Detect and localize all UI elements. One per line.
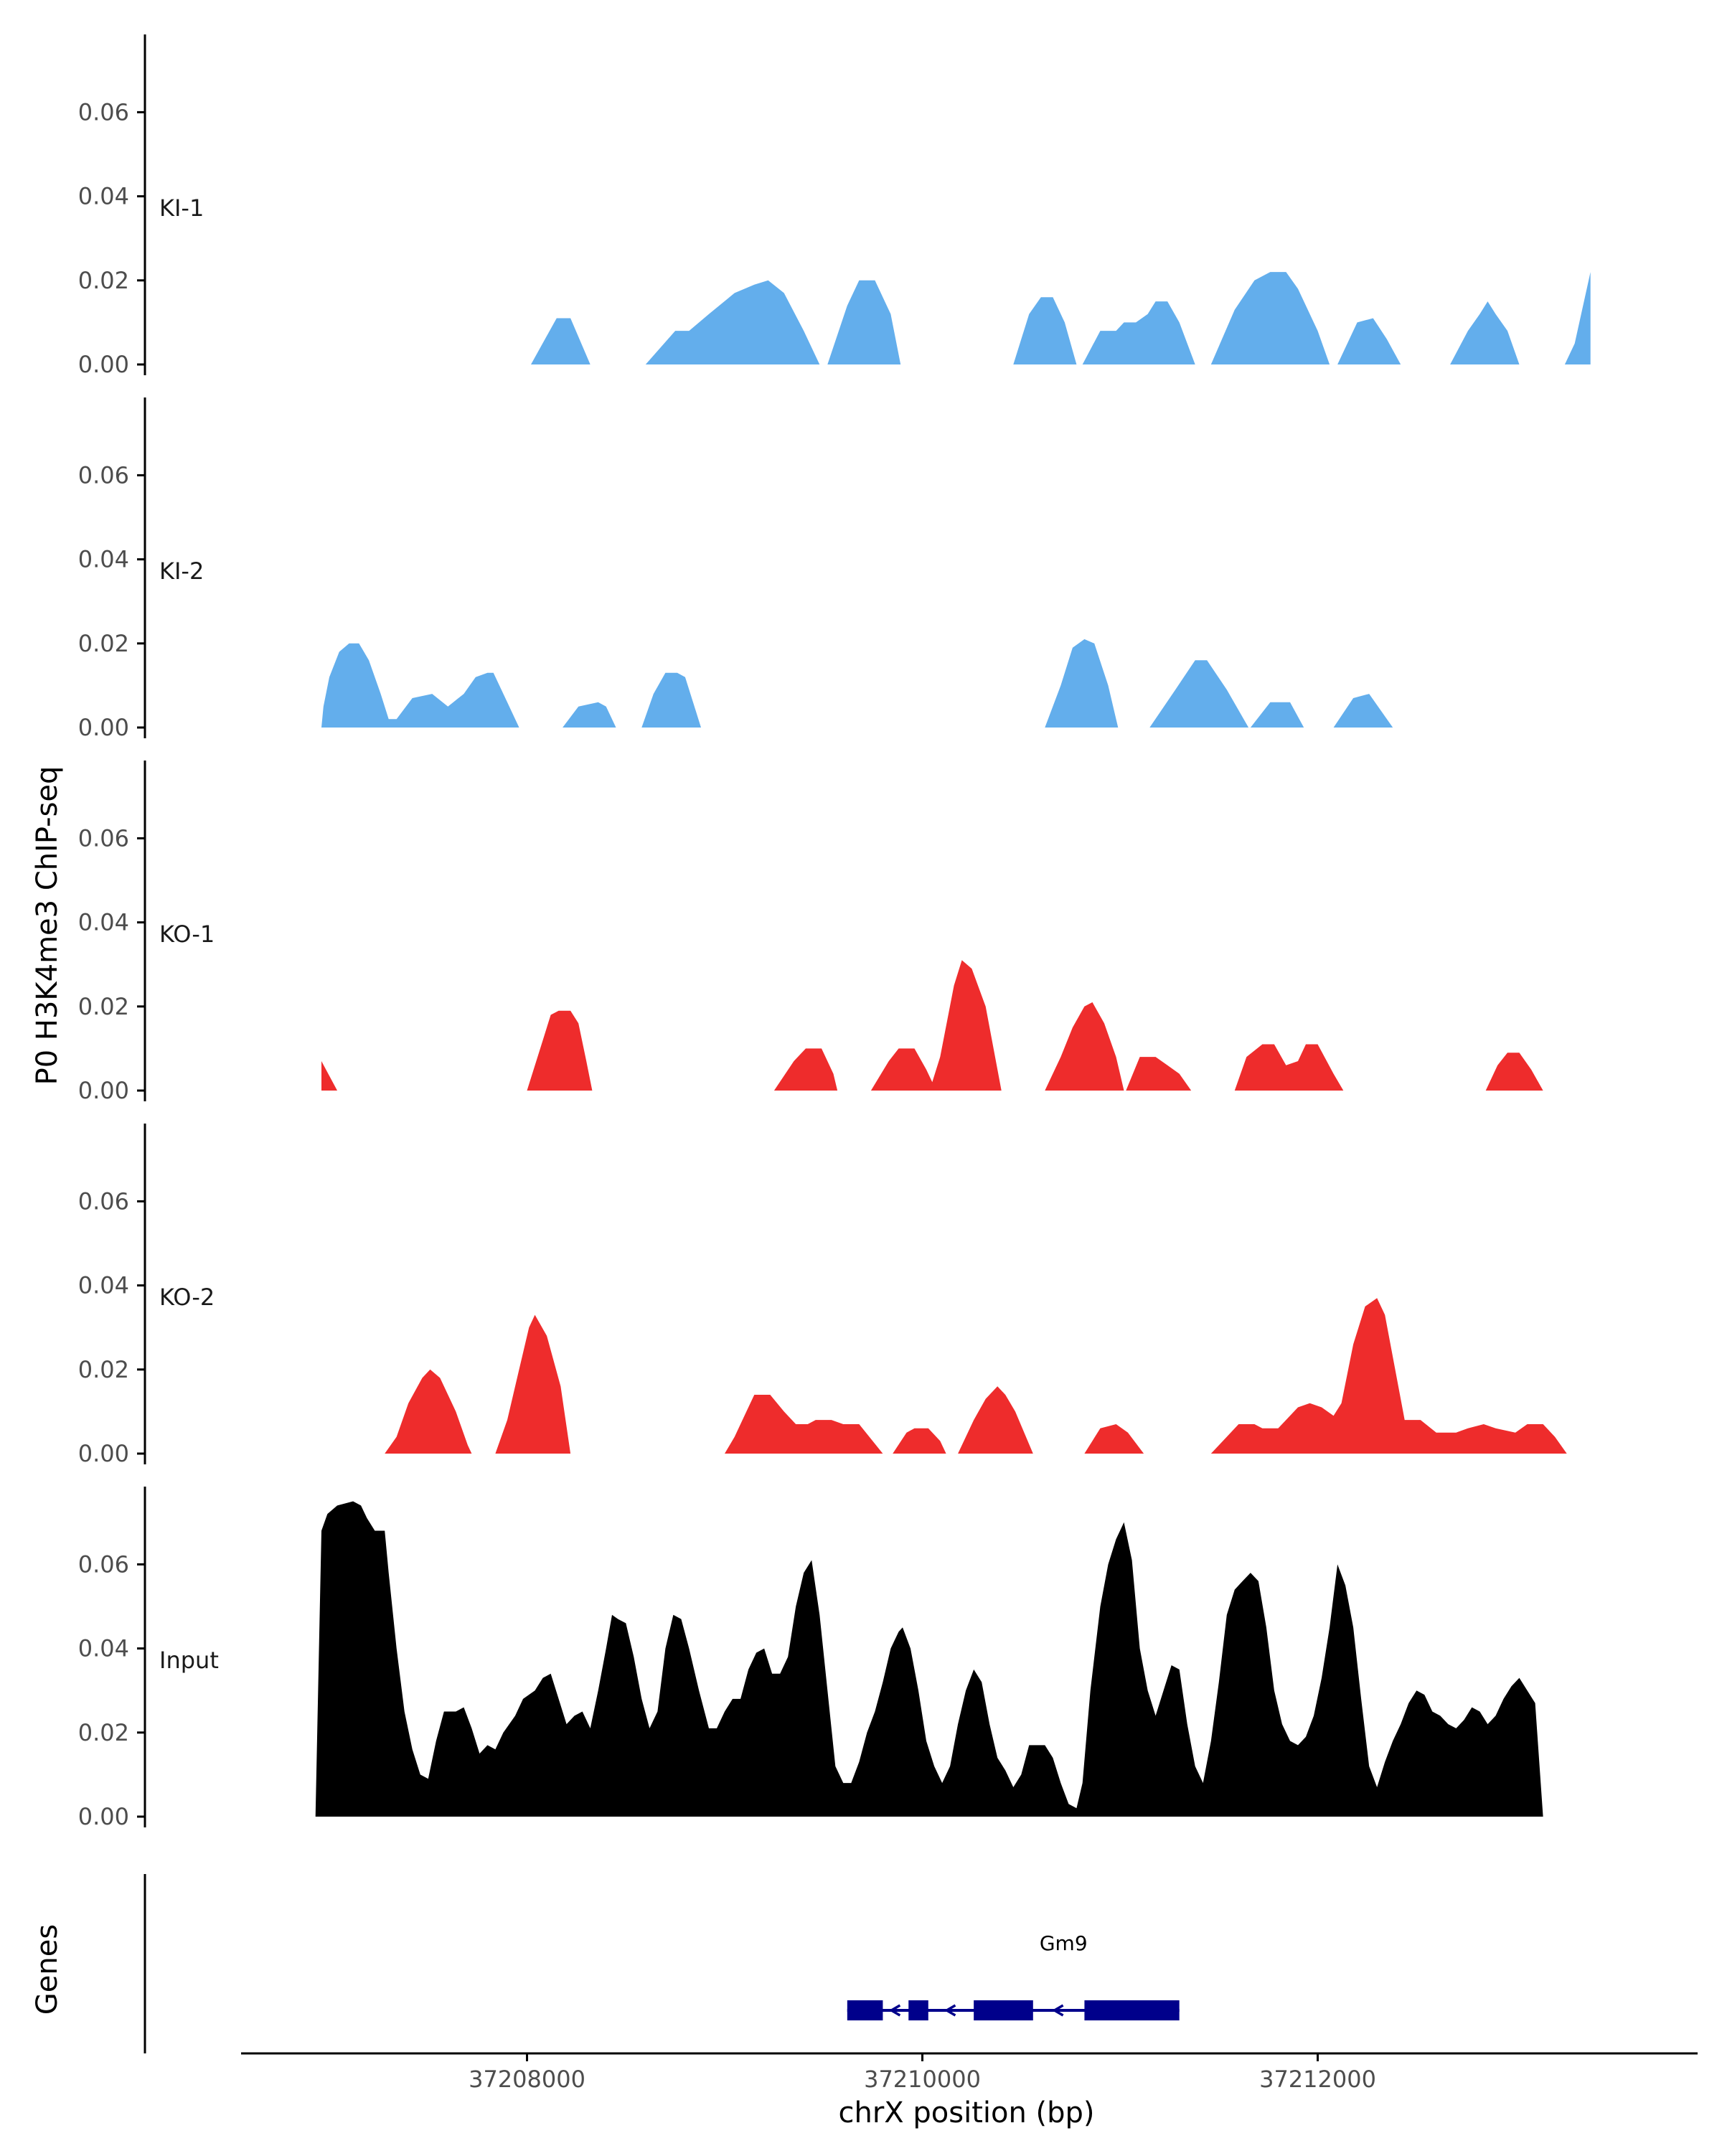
- track-ki-2: 0.00 0.02 0.04 0.06 KI-2: [78, 397, 1393, 741]
- y-tick-label: 0.06: [78, 824, 129, 852]
- signal-peak: [321, 1061, 337, 1091]
- signal-peak: [315, 1501, 1543, 1817]
- gene-gm9: Gm9: [847, 1931, 1180, 2020]
- strand-arrow: [944, 2004, 956, 2017]
- genes-layer: Gm9: [144, 1874, 1180, 2053]
- track-ki-1: 0.00 0.02 0.04 0.06 KI-1: [78, 34, 1591, 378]
- y-tick-label: 0.06: [78, 1550, 129, 1578]
- y-tick-label: 0.04: [78, 909, 129, 936]
- signal-peak: [1564, 272, 1591, 364]
- signal-peak: [1149, 660, 1249, 728]
- gene-name-label: Gm9: [1040, 1931, 1088, 1955]
- signal-peak: [321, 643, 519, 728]
- track-label: KO-2: [159, 1284, 215, 1311]
- y-tick-label: 0.02: [78, 1356, 129, 1383]
- signal-peak: [563, 702, 616, 728]
- y-tick-label: 0.00: [78, 714, 129, 741]
- y-tick-label: 0.00: [78, 1440, 129, 1467]
- signal-peak: [893, 1428, 946, 1454]
- signal-peak: [1045, 1002, 1124, 1091]
- signal-peak: [1250, 702, 1304, 728]
- gene-exon: [1084, 2000, 1180, 2020]
- y-tick-label: 0.06: [78, 1187, 129, 1215]
- track-ko-2: 0.00 0.02 0.04 0.06 KO-2: [78, 1124, 1567, 1467]
- genes-panel-label: Genes: [31, 1924, 64, 2015]
- signal-peak: [1045, 639, 1119, 728]
- signal-peak: [645, 280, 820, 364]
- y-tick-label: 0.04: [78, 1272, 129, 1299]
- signal-peak: [1210, 1298, 1567, 1454]
- signal-peak: [870, 960, 1002, 1091]
- signal-peak: [1450, 301, 1520, 364]
- y-tick-label: 0.02: [78, 630, 129, 657]
- x-tick-label: 37210000: [864, 2066, 981, 2093]
- signal-peak: [1210, 272, 1330, 364]
- gene-exon: [908, 2000, 928, 2020]
- signal-peak: [1084, 1424, 1144, 1454]
- y-tick-label: 0.00: [78, 351, 129, 378]
- y-axis-label: P0 H3K4me3 ChIP-seq: [31, 766, 64, 1086]
- y-tick-label: 0.06: [78, 461, 129, 489]
- y-tick-label: 0.04: [78, 1635, 129, 1662]
- y-tick-label: 0.00: [78, 1803, 129, 1830]
- signal-peak: [385, 1369, 472, 1454]
- x-tick-label: 37208000: [469, 2066, 585, 2093]
- signal-peak: [725, 1395, 883, 1454]
- y-tick-label: 0.02: [78, 1719, 129, 1746]
- signal-peak: [1013, 297, 1077, 364]
- track-ko-1: 0.00 0.02 0.04 0.06 KO-1: [78, 761, 1543, 1104]
- signal-peak: [641, 672, 701, 728]
- track-label: Input: [159, 1647, 219, 1674]
- gene-exon: [847, 2000, 883, 2020]
- strand-arrow: [888, 2004, 901, 2017]
- track-input: 0.00 0.02 0.04 0.06 Input: [78, 1487, 1543, 1830]
- signal-peak: [495, 1314, 571, 1454]
- signal-peak: [958, 1386, 1033, 1454]
- x-axis-label: chrX position (bp): [838, 2096, 1094, 2129]
- y-tick-label: 0.04: [78, 183, 129, 210]
- strand-arrow: [1052, 2004, 1064, 2017]
- signal-peak: [1126, 1057, 1192, 1091]
- x-axis: 37208000 37210000 37212000: [241, 2052, 1698, 2093]
- track-label: KI-1: [159, 194, 204, 222]
- signal-peak: [1337, 318, 1401, 364]
- gene-exon: [974, 2000, 1033, 2020]
- signal-peak: [531, 318, 591, 364]
- signal-peak: [527, 1010, 593, 1091]
- x-tick-label: 37212000: [1259, 2066, 1376, 2093]
- signal-peak: [1333, 694, 1393, 728]
- y-tick-label: 0.00: [78, 1077, 129, 1104]
- tracks-layer: 0.00 0.02 0.04 0.06 KI-1 0.00 0.02 0.04 0.06 KI-2…: [78, 34, 1591, 1830]
- signal-peak: [1234, 1044, 1344, 1091]
- track-label: KO-1: [159, 921, 215, 948]
- signal-peak: [827, 280, 901, 364]
- signal-peak: [773, 1048, 838, 1091]
- signal-peak: [1485, 1053, 1543, 1091]
- y-tick-label: 0.02: [78, 993, 129, 1020]
- y-tick-label: 0.06: [78, 98, 129, 126]
- track-label: KI-2: [159, 557, 204, 585]
- y-tick-label: 0.04: [78, 546, 129, 573]
- y-tick-label: 0.02: [78, 267, 129, 294]
- signal-peak: [1082, 301, 1195, 364]
